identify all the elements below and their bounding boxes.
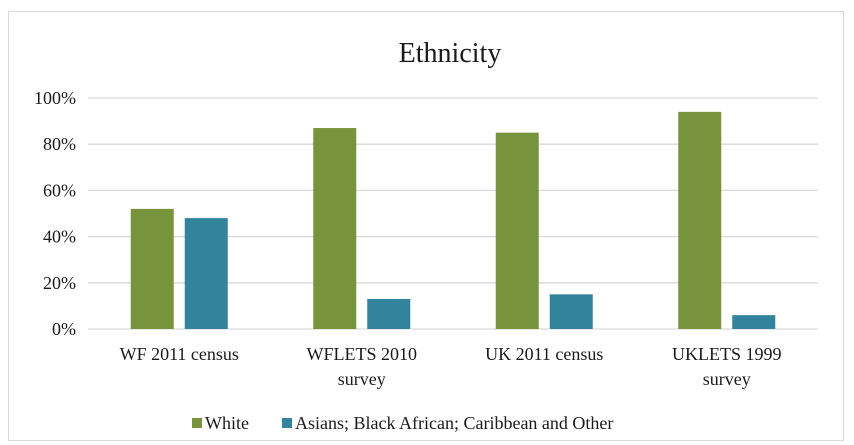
x-category-label: survey — [338, 369, 386, 389]
bar — [367, 298, 411, 329]
bar — [549, 294, 593, 329]
x-category-label: UKLETS 1999 — [672, 344, 782, 364]
bar — [130, 208, 174, 329]
x-category-label: WF 2011 census — [120, 344, 239, 364]
legend-swatch — [282, 418, 292, 428]
legend-swatch — [192, 418, 202, 428]
bar — [184, 218, 228, 329]
legend-label: Asians; Black African; Caribbean and Oth… — [295, 413, 613, 433]
legend-label: White — [205, 413, 249, 433]
bars — [130, 111, 776, 329]
y-tick-label: 20% — [43, 273, 76, 293]
x-axis-categories: WF 2011 census WFLETS 2010 survey UK 2011 c… — [120, 344, 782, 389]
y-tick-label: 40% — [43, 227, 76, 247]
x-category-label: UK 2011 census — [485, 344, 603, 364]
legend: White Asians; Black African; Caribbean an… — [192, 413, 613, 433]
y-tick-label: 80% — [43, 134, 76, 154]
x-category-label: WFLETS 2010 — [307, 344, 418, 364]
bar — [495, 132, 539, 329]
y-tick-label: 0% — [52, 319, 76, 339]
y-tick-label: 60% — [43, 180, 76, 200]
bar — [678, 111, 722, 329]
chart-title: Ethnicity — [399, 38, 502, 69]
bar — [732, 315, 776, 329]
y-axis-ticks: 0% 20% 40% 60% 80% 100% — [34, 88, 76, 339]
y-tick-label: 100% — [34, 88, 76, 108]
bar — [313, 128, 357, 329]
x-category-label: survey — [703, 369, 751, 389]
